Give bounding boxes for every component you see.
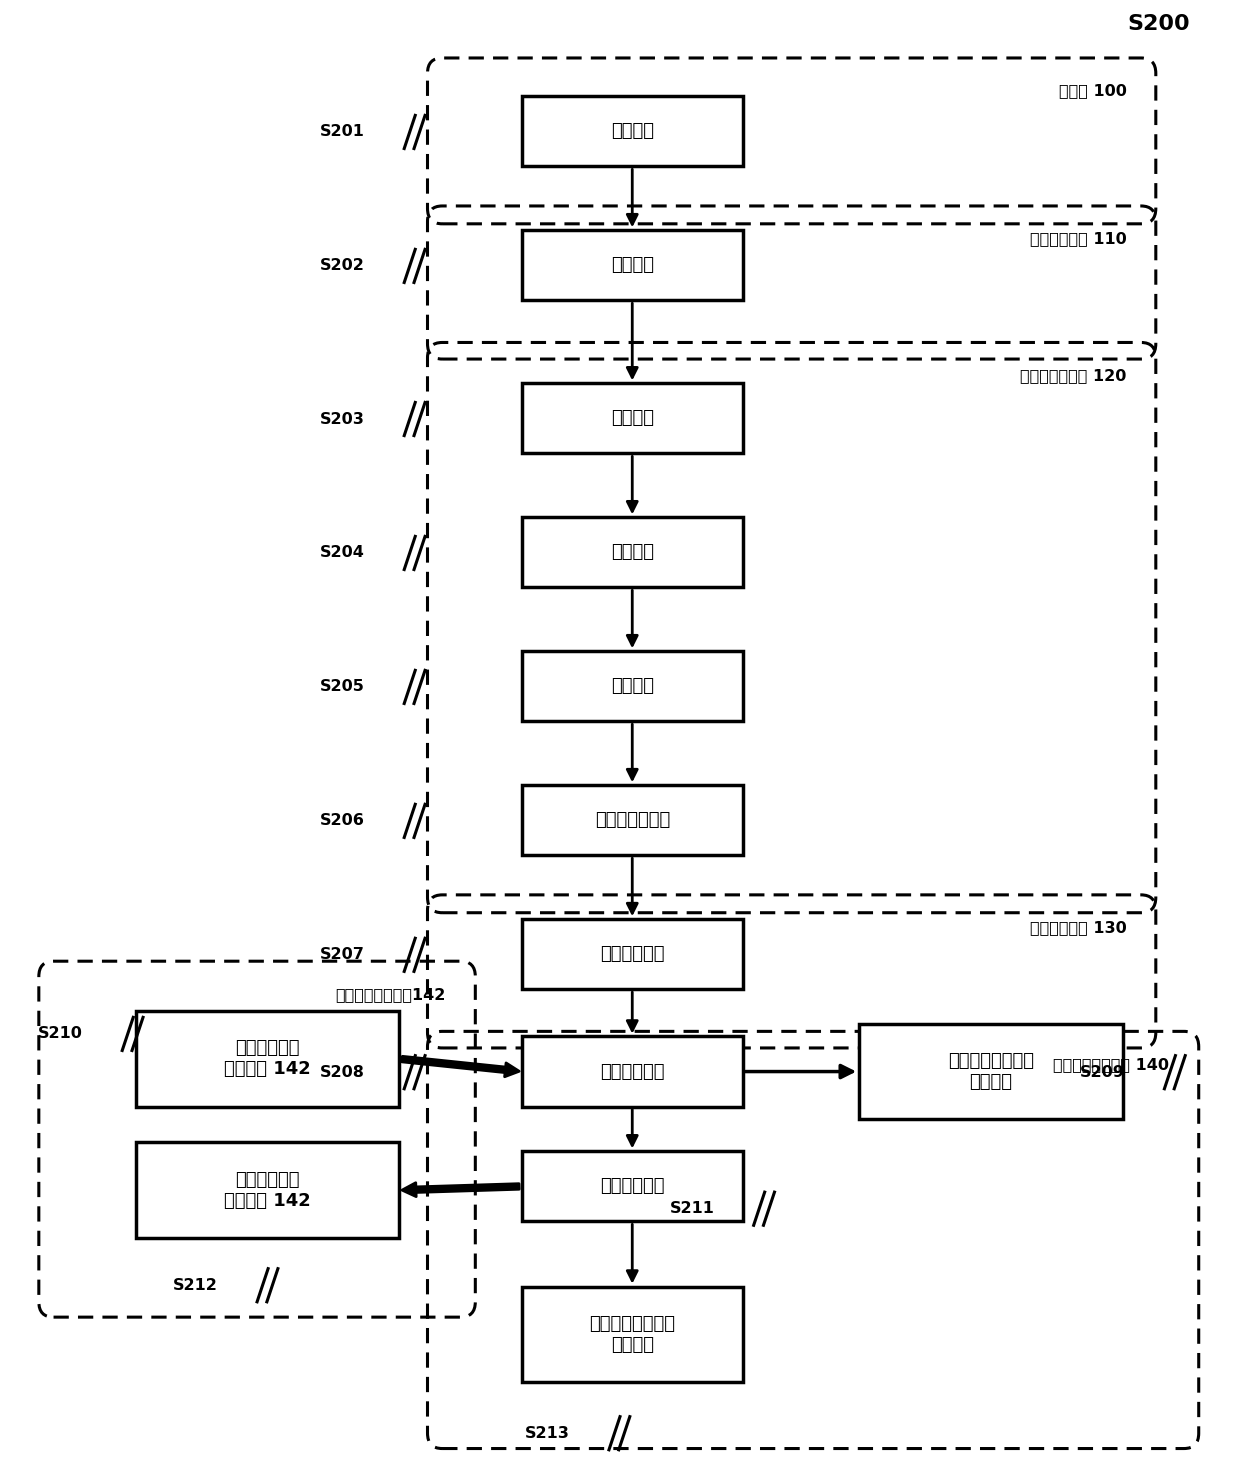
Text: 分子离子反应: 分子离子反应	[600, 1177, 665, 1195]
Text: 检测反应前离子，
获得数据: 检测反应前离子， 获得数据	[947, 1052, 1034, 1091]
FancyBboxPatch shape	[522, 517, 743, 588]
Text: S202: S202	[320, 258, 365, 274]
Text: S210: S210	[38, 1026, 83, 1041]
FancyBboxPatch shape	[522, 1287, 743, 1382]
Text: S208: S208	[320, 1065, 365, 1080]
FancyBboxPatch shape	[135, 1142, 399, 1238]
Text: 存储试剂离子: 存储试剂离子	[600, 1062, 665, 1081]
FancyBboxPatch shape	[522, 384, 743, 453]
Text: S209: S209	[1080, 1065, 1125, 1080]
FancyBboxPatch shape	[522, 1037, 743, 1106]
Text: S207: S207	[320, 948, 365, 963]
Text: 选择离子: 选择离子	[611, 544, 653, 561]
Text: 碎裂离子: 碎裂离子	[611, 677, 653, 695]
Text: 阱间带孔电极 130: 阱间带孔电极 130	[1029, 920, 1126, 936]
Text: S206: S206	[320, 813, 365, 828]
Text: S213: S213	[525, 1426, 569, 1441]
Text: S204: S204	[320, 545, 365, 560]
Text: 打开试剂分子
载入开关 142: 打开试剂分子 载入开关 142	[224, 1040, 311, 1078]
FancyBboxPatch shape	[522, 1151, 743, 1222]
Text: S203: S203	[320, 412, 365, 427]
Text: 电子控制气体开关142: 电子控制气体开关142	[336, 986, 446, 1001]
Text: 矩形离子阱系统 120: 矩形离子阱系统 120	[1021, 367, 1126, 384]
FancyBboxPatch shape	[859, 1023, 1122, 1120]
Text: 关闭试剂分子
载入开关 142: 关闭试剂分子 载入开关 142	[224, 1171, 311, 1210]
Text: 检测反应后离子，
获得数据: 检测反应后离子， 获得数据	[589, 1315, 676, 1354]
FancyArrowPatch shape	[402, 1056, 520, 1077]
Text: 离子源 100: 离子源 100	[1059, 83, 1126, 99]
Text: 分子离子反应容器 140: 分子离子反应容器 140	[1053, 1057, 1169, 1072]
Text: 存储离子: 存储离子	[611, 409, 653, 428]
Text: S205: S205	[320, 680, 365, 695]
Text: S200: S200	[1127, 15, 1190, 34]
FancyBboxPatch shape	[522, 230, 743, 301]
Text: 排出非试剂离子: 排出非试剂离子	[595, 812, 670, 829]
FancyBboxPatch shape	[522, 96, 743, 166]
FancyBboxPatch shape	[522, 785, 743, 856]
FancyBboxPatch shape	[522, 920, 743, 989]
FancyArrowPatch shape	[402, 1183, 520, 1197]
Text: 传输离子: 传输离子	[611, 256, 653, 274]
Text: 传输试剂离子: 传输试剂离子	[600, 945, 665, 963]
Text: 生产离子: 生产离子	[611, 123, 653, 141]
Text: 离子光学系统 110: 离子光学系统 110	[1029, 231, 1126, 246]
FancyBboxPatch shape	[135, 1012, 399, 1106]
Text: S201: S201	[320, 124, 365, 139]
Text: S211: S211	[670, 1201, 714, 1216]
Text: S212: S212	[172, 1278, 218, 1293]
FancyBboxPatch shape	[522, 652, 743, 721]
